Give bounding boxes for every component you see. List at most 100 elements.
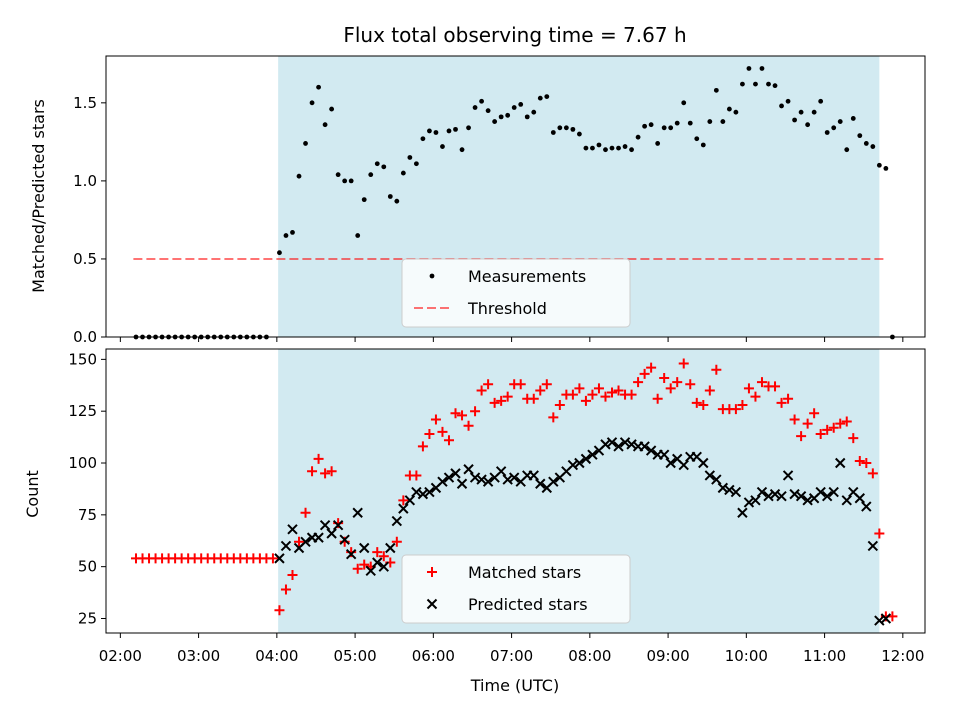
matched-star-point [391,536,402,547]
measurement-point [863,141,869,146]
matched-star-point [730,404,741,415]
measurement-point [563,125,569,131]
measurement-point [544,94,550,99]
matched-star-point [613,385,624,396]
measurement-point [818,98,824,104]
matched-star-point [587,389,598,400]
bottom-y-tick-label: 25 [78,609,97,627]
matched-star-point [685,379,696,390]
top-series-0 [133,66,895,340]
measurement-point [303,141,308,146]
matched-star-point [359,559,370,570]
predicted-star-point [495,466,507,477]
measurement-point [277,250,282,256]
measurement-point [296,173,302,179]
measurement-point [342,178,348,184]
measurement-point [805,122,811,128]
matched-star-point [411,470,422,481]
predicted-star-point [711,474,722,485]
predicted-star-point [456,478,468,489]
measurement-point [603,147,608,153]
matched-star-point [294,536,305,547]
measurement-point [740,81,745,87]
matched-star-point [437,426,448,437]
predicted-star-point [789,488,800,500]
predicted-star-point [867,540,879,552]
predicted-star-point [345,549,357,560]
matched-star-point [457,410,468,421]
matched-star-point [307,466,318,477]
predicted-star-point [411,486,422,498]
matched-star-point [652,393,663,404]
measurement-point [374,161,380,167]
matched-star-point [756,377,767,388]
measurement-point [844,147,850,153]
predicted-star-point [776,490,787,502]
measurement-point [811,109,817,115]
matched-star-point [502,391,513,402]
measurement-point [400,170,406,176]
bottom-series-0 [130,358,898,622]
measurement-point [309,100,315,106]
measurement-point [316,84,321,90]
measurement-point [283,233,289,238]
bottom-y-tick-label: 100 [68,454,97,472]
bottom-legend: Matched stars Predicted stars [401,554,631,624]
bottom-y-tick-label: 125 [68,402,97,420]
predicted-star-point [828,486,839,498]
measurement-point [674,120,680,126]
x-tick-label: 07:00 [490,647,533,665]
predicted-star-point [280,540,292,552]
top-y-tick-label: 1.0 [73,172,97,190]
measurement-point [290,230,295,235]
measurement-point [857,133,863,139]
predicted-star-point [548,476,559,487]
predicted-star-point [613,441,624,452]
top-axes-frame [105,55,926,338]
measurement-point [792,117,797,123]
measurement-point [596,142,602,148]
matched-star-point [535,385,546,396]
bottom-y-tick-label: 150 [68,350,97,368]
top-y-tick-label: 0.5 [73,250,97,268]
matched-star-point [743,383,754,394]
x-tick-label: 04:00 [255,647,298,665]
matched-star-point [300,507,311,518]
matched-star-point [828,422,839,433]
matched-star-point [639,368,650,379]
matched-star-point [352,563,363,574]
matched-star-point [659,373,670,384]
measurement-point [609,145,615,151]
matched-star-point [776,397,787,408]
matched-star-point [574,383,585,394]
top-legend: Measurements Threshold [401,258,631,328]
matched-star-point [691,397,702,408]
measurement-point [883,166,889,171]
predicted-star-point [398,503,409,514]
predicted-star-point [352,507,363,518]
measurement-point [759,66,765,71]
measurement-point [622,144,628,149]
matched-star-point [567,389,578,400]
predicted-star-point [469,472,481,483]
predicted-star-point [704,470,716,481]
matched-star-point [861,458,872,469]
predicted-star-point [763,490,774,502]
measurement-point [726,106,732,112]
matched-star-point [822,424,833,435]
predicted-star-point [782,470,794,481]
measurement-point [616,145,621,151]
predicted-star-point [528,470,539,481]
predicted-star-point [378,561,389,572]
measurement-point [355,233,361,238]
bottom-panel: 25 50 75 100 125 150 02:00 03:00 04:00 05:00 06:00… [68,348,926,665]
matched-star-point [430,414,441,425]
matched-star-point [541,379,552,390]
matched-star-point [476,385,487,396]
matched-star-point [665,383,676,394]
x-tick-label: 08:00 [568,647,611,665]
measurement-point [466,125,471,131]
legend-box [401,554,631,624]
predicted-star-point [815,486,826,498]
